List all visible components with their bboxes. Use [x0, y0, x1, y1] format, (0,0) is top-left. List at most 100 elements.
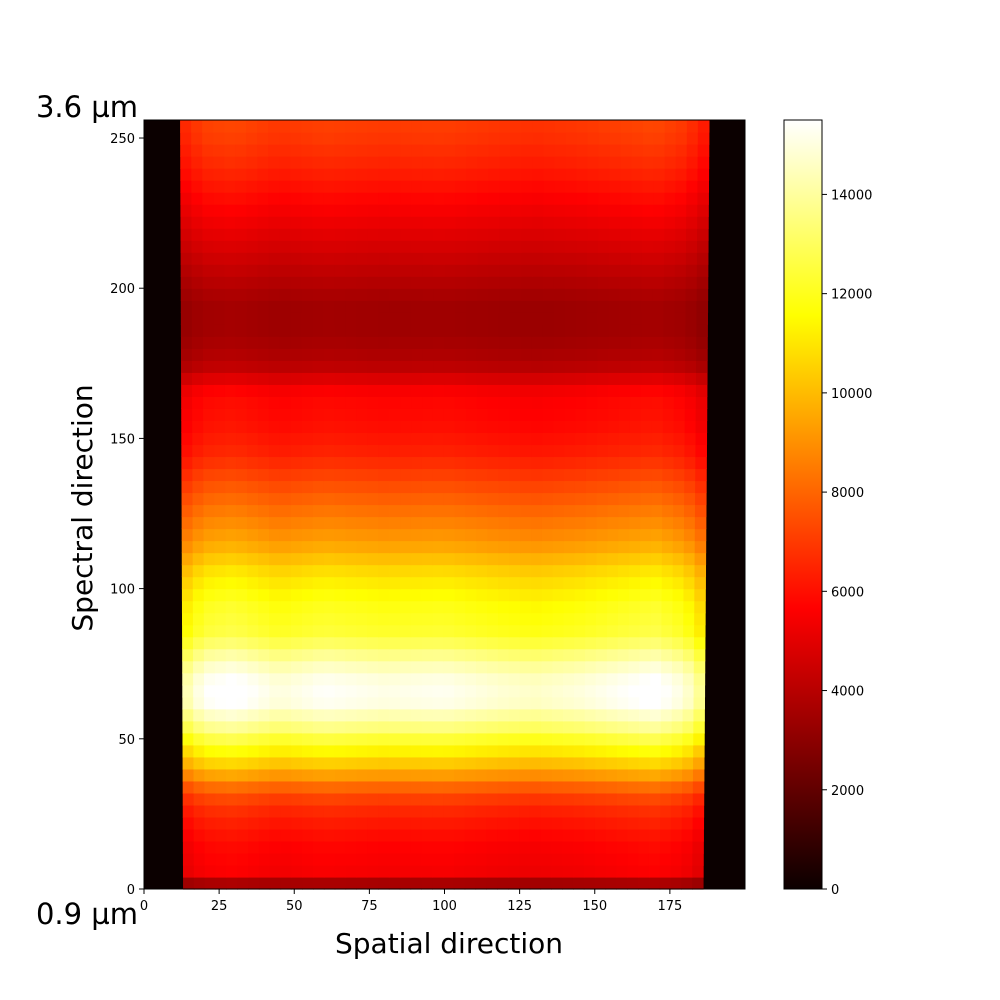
heatmap-cell [595, 732, 607, 746]
heatmap-cell [345, 732, 357, 746]
heatmap-cell [301, 156, 313, 169]
heatmap-cell [640, 504, 652, 518]
heatmap-cell [301, 516, 314, 530]
heatmap-cell [389, 660, 401, 674]
heatmap-cell [181, 552, 194, 566]
heatmap-cell [508, 648, 521, 662]
heatmap-cell [497, 744, 510, 758]
heatmap-cell [587, 180, 599, 193]
heatmap-cell [531, 444, 543, 458]
heatmap-cell [443, 732, 455, 746]
heatmap-cell [585, 540, 598, 554]
heatmap-cell [279, 300, 292, 313]
heatmap-cell [661, 612, 673, 626]
heatmap-cell [487, 528, 499, 542]
heatmap-cell [498, 504, 510, 518]
heatmap-cell [675, 228, 687, 241]
heatmap-cell [181, 600, 194, 614]
heatmap-cell [182, 780, 195, 794]
heatmap-cell [694, 612, 706, 626]
heatmap-cell [367, 348, 379, 361]
heatmap-cell [203, 432, 215, 446]
heatmap-cell [367, 660, 379, 674]
heatmap-cell [433, 252, 445, 265]
heatmap-cell [269, 852, 282, 866]
heatmap-cell [323, 660, 336, 674]
heatmap-cell [510, 156, 523, 169]
heatmap-cell [466, 120, 479, 133]
heatmap-cell [191, 120, 203, 133]
heatmap-cell [236, 480, 248, 494]
heatmap-cell [477, 312, 489, 325]
heatmap-cell [323, 696, 336, 710]
heatmap-cell [301, 216, 313, 229]
heatmap-cell [356, 648, 368, 662]
heatmap-cell [378, 564, 390, 578]
heatmap-cell [225, 696, 238, 710]
heatmap-cell [280, 612, 292, 626]
heatmap-cell [323, 636, 336, 650]
heatmap-cell [498, 576, 510, 590]
heatmap-cell [421, 504, 434, 518]
heatmap-cell [486, 732, 499, 746]
heatmap-cell [422, 372, 434, 385]
heatmap-cell [280, 624, 292, 638]
heatmap-cell [564, 408, 576, 421]
heatmap-cell [399, 612, 412, 626]
heatmap-cell [334, 216, 346, 229]
heatmap-cell [509, 420, 522, 434]
heatmap-cell [182, 672, 194, 686]
heatmap-cell [400, 192, 412, 205]
heatmap-cell [192, 420, 204, 434]
heatmap-cell [367, 432, 379, 446]
heatmap-cell [476, 324, 489, 337]
heatmap-cell [422, 204, 434, 217]
heatmap-cell [226, 780, 238, 794]
heatmap-cell [312, 168, 324, 181]
heatmap-cell [443, 504, 456, 518]
heatmap-cell [235, 192, 247, 205]
heatmap-cell [247, 564, 259, 578]
heatmap-cell [181, 384, 193, 397]
heatmap-cell [421, 684, 434, 698]
heatmap-cell [530, 732, 542, 746]
heatmap-cell [279, 228, 292, 241]
heatmap-cell [587, 240, 599, 253]
heatmap-cell [389, 120, 402, 133]
heatmap-cell [553, 432, 565, 446]
heatmap-cell [519, 792, 531, 806]
heatmap-cell [215, 708, 227, 722]
heatmap-cell [247, 684, 260, 698]
heatmap-cell [444, 324, 456, 337]
heatmap-cell [562, 720, 575, 734]
heatmap-cell [191, 156, 203, 169]
heatmap-cell [301, 708, 314, 722]
heatmap-cell [313, 852, 325, 866]
heatmap-cell [606, 672, 619, 686]
heatmap-cell [367, 492, 379, 506]
heatmap-cell [334, 612, 347, 626]
heatmap-cell [476, 492, 489, 506]
heatmap-cell [519, 636, 532, 650]
heatmap-cell [192, 516, 205, 530]
heatmap-cell [563, 516, 576, 530]
heatmap-cell [638, 744, 651, 758]
heatmap-cell [660, 804, 672, 818]
heatmap-cell [246, 120, 258, 133]
heatmap-cell [605, 864, 617, 878]
heatmap-cell [367, 744, 379, 758]
heatmap-cell [521, 228, 533, 241]
heatmap-cell [334, 684, 347, 698]
heatmap-cell [312, 708, 325, 722]
heatmap-cell [641, 360, 653, 373]
heatmap-cell [290, 564, 303, 578]
heatmap-cell [443, 648, 455, 662]
heatmap-cell [486, 816, 498, 830]
heatmap-cell [400, 180, 412, 193]
heatmap-cell [497, 732, 510, 746]
heatmap-cell [530, 612, 543, 626]
heatmap-cell [641, 372, 653, 385]
heatmap-cell [564, 432, 576, 446]
heatmap-cell [630, 384, 642, 397]
heatmap-cell [312, 264, 325, 277]
